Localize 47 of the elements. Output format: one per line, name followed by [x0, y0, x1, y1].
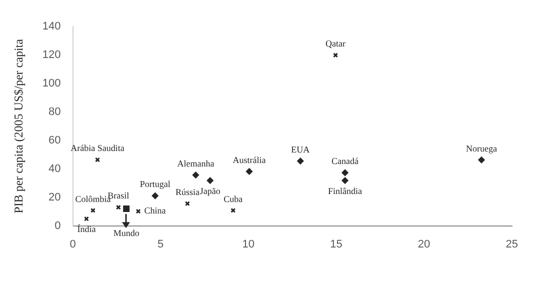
point: [152, 192, 158, 200]
annotation: Qatar: [326, 38, 346, 49]
point: [478, 156, 485, 164]
y-tick-label: 120: [42, 49, 61, 62]
annotation: Alemanha: [177, 158, 214, 168]
y-tick-label: 40: [48, 162, 61, 175]
x-tick-label: 5: [158, 238, 164, 250]
annotation: Austrália: [232, 154, 266, 165]
point: [136, 208, 141, 214]
y-tick-label: 80: [48, 106, 61, 118]
point: [230, 208, 236, 213]
annotation: EUA: [291, 144, 310, 154]
y-tick-label: 100: [42, 78, 61, 90]
annotation: Noruega: [466, 143, 497, 154]
annotation: Mundo: [113, 228, 140, 238]
y-tick-label: 0: [54, 220, 61, 232]
y-axis-title: PIB per capita (2005 US$/per capita: [11, 38, 26, 214]
annotation: Cuba: [224, 194, 243, 204]
x-tick-label: 10: [242, 238, 255, 250]
annotation: Japão: [200, 186, 221, 196]
annotation: Arábia Saudita: [70, 143, 124, 154]
annotation: Finlândia: [328, 186, 362, 196]
point: [342, 177, 348, 184]
point: [297, 158, 304, 164]
y-tick-label: 60: [48, 134, 61, 146]
annotation: Portugal: [140, 179, 171, 190]
point: [116, 204, 121, 210]
annotation: Canadá: [332, 156, 359, 166]
x-tick-label: 0: [70, 238, 76, 250]
annotation: China: [144, 206, 166, 216]
point: [206, 177, 214, 184]
point: [123, 206, 130, 212]
x-tick-label: 20: [418, 238, 430, 250]
annotation: Rússia: [175, 186, 200, 197]
y-tick-label: 20: [48, 191, 61, 204]
point: [90, 208, 96, 213]
point: [333, 52, 338, 58]
annotation: Índia: [77, 224, 96, 234]
x-tick-label: 15: [330, 238, 342, 250]
point: [246, 168, 253, 175]
y-tick-label: 140: [42, 20, 61, 33]
point: [184, 201, 190, 206]
point: [84, 216, 89, 222]
point: [342, 169, 348, 176]
point: [192, 172, 199, 178]
x-tick-label: 25: [506, 238, 518, 250]
point: [95, 157, 100, 162]
